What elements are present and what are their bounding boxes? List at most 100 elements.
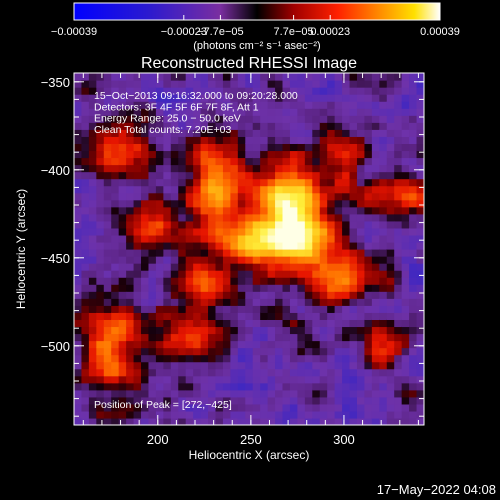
heatmap-cell [193,192,202,201]
heatmap-cell [141,312,150,320]
heatmap-cell [200,80,209,88]
heatmap-cell [319,305,328,313]
heatmap-cell [282,178,291,187]
heatmap-cell [327,115,336,123]
heatmap-cell [148,354,157,363]
heatmap-cell [401,298,410,306]
heatmap-cell [327,368,336,377]
heatmap-cell [379,192,388,201]
heatmap-cell [327,227,336,236]
heatmap-cell [267,403,276,412]
heatmap-cell [208,277,217,285]
heatmap-cell [193,333,202,342]
heatmap-cell [96,417,105,425]
heatmap-cell [208,80,217,88]
heatmap-cell [222,171,231,180]
heatmap-cell [267,220,276,229]
heatmap-cell [282,241,291,250]
heatmap-cell [215,80,224,88]
heatmap-cell [401,206,410,215]
heatmap-cell [416,263,424,271]
heatmap-cell [319,115,328,123]
heatmap-cell [208,87,217,95]
heatmap-cell [379,326,388,335]
heatmap-cell [319,185,328,194]
heatmap-cell [371,87,380,95]
heatmap-cell [237,333,246,342]
heatmap-cell [416,333,424,342]
heatmap-cell [185,220,194,229]
heatmap-cell [327,143,336,152]
heatmap-cell [170,375,179,384]
heatmap-cell [222,263,231,271]
heatmap-cell [289,157,299,166]
heatmap-cell [185,312,194,320]
heatmap-cell [200,389,209,398]
heatmap-cell [245,270,254,278]
heatmap-cell [118,375,127,384]
heatmap-cell [416,143,424,152]
heatmap-cell [208,73,217,81]
heatmap-cell [401,150,410,159]
heatmap-cell [96,178,105,187]
heatmap-cell [334,73,343,81]
heatmap-cell [297,73,306,81]
heatmap-cell [170,143,179,152]
heatmap-cell [193,410,202,419]
heatmap-cell [141,361,150,370]
heatmap-cell [118,284,127,292]
heatmap-cell [319,326,328,335]
heatmap-cell [349,375,358,384]
heatmap-cell [200,312,209,320]
heatmap-cell [103,164,112,173]
heatmap-cell [386,157,395,166]
heatmap-cell [252,249,261,257]
heatmap-cell [416,150,424,159]
heatmap-cell [416,291,424,299]
heatmap-cell [103,80,112,88]
heatmap-cell [416,108,424,116]
heatmap-cell [245,333,254,342]
heatmap-cell [386,192,395,201]
heatmap-cell [215,312,224,320]
heatmap-cell [364,389,373,398]
heatmap-cell [215,354,224,363]
heatmap-cell [230,312,239,320]
heatmap-cell [215,87,224,95]
heatmap-cell [170,150,179,159]
heatmap-cell [289,375,299,384]
heatmap-cell [88,382,97,391]
heatmap-cell [111,171,120,180]
heatmap-cell [252,108,261,116]
heatmap-cell [260,87,269,95]
heatmap-cell [312,171,321,180]
heatmap-cell [275,241,284,250]
heatmap-cell [289,115,299,123]
heatmap-cell [252,171,261,180]
heatmap-cell [394,284,403,292]
heatmap-cell [342,256,351,264]
y-tick-label: −400 [41,163,70,178]
heatmap-cell [282,396,291,405]
heatmap-cell [342,157,351,166]
heatmap-cell [289,143,299,152]
heatmap-cell [200,143,209,152]
heatmap-cell [289,410,299,419]
heatmap-cell [170,101,179,109]
heatmap-cell [163,101,172,109]
heatmap-cell [371,234,380,243]
heatmap-cell [148,227,157,236]
heatmap-cell [416,298,424,306]
heatmap-cell [133,213,142,222]
heatmap-cell [163,108,172,116]
heatmap-cell [185,368,194,377]
heatmap-cell [282,368,291,377]
heatmap-cell [178,417,187,425]
heatmap-cell [118,171,127,180]
heatmap-cell [208,340,217,349]
heatmap-cell [96,122,105,130]
heatmap-cell [416,206,424,215]
heatmap-cell [260,361,269,370]
heatmap-cell [289,340,299,349]
heatmap-cell [356,417,366,425]
